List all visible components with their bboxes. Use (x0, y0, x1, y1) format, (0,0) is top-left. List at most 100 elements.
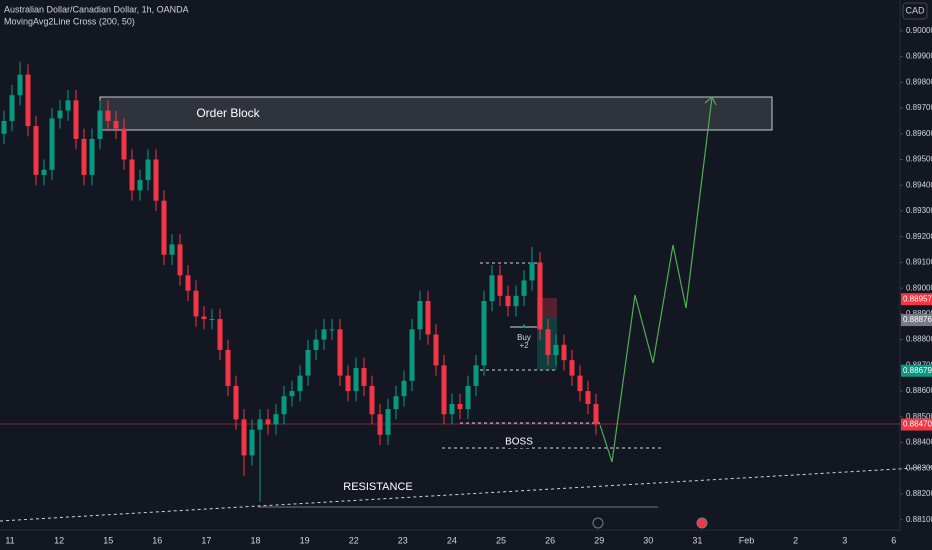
candle-body (537, 262, 543, 330)
price-tag-label: 0.88957 (903, 294, 932, 303)
candle-body (481, 301, 487, 366)
price-tag (901, 418, 932, 431)
label-bg (507, 436, 531, 448)
candle-body (409, 329, 415, 381)
candle-body (561, 344, 567, 361)
candle-body (393, 396, 399, 410)
candle-body (121, 128, 127, 160)
candle-body (217, 319, 223, 350)
buy-arrow (521, 324, 527, 328)
x-tick-label: 16 (152, 535, 162, 545)
projection-path (599, 96, 713, 463)
candle-body (177, 244, 183, 276)
price-tag-label: 0.88470 (903, 420, 932, 429)
candle-body (425, 301, 431, 335)
y-tick-label: 0.90000 (906, 26, 932, 35)
candle-body (369, 385, 375, 415)
x-tick-label: 19 (300, 535, 310, 545)
candle-body (593, 403, 599, 425)
boss-label: BOSS (505, 437, 533, 448)
candle-body (353, 367, 359, 392)
indicator-label: MovingAvg2Line Cross (200, 50) (4, 16, 135, 26)
x-tick-label: 25 (496, 535, 506, 545)
candle-body (553, 344, 559, 356)
event-icon[interactable] (592, 517, 604, 529)
x-tick-label: 23 (398, 535, 408, 545)
candle-body (505, 295, 511, 307)
candle-body (273, 414, 279, 425)
candle-body (161, 200, 167, 255)
candle-body (489, 275, 495, 302)
candle-body (433, 334, 439, 366)
price-tag-label: 0.88679 (903, 366, 932, 375)
x-tick-label: 6 (891, 535, 896, 545)
x-tick-label: 30 (643, 535, 653, 545)
plot (0, 61, 932, 522)
x-tick-label: 22 (349, 535, 359, 545)
candle-body (169, 244, 175, 255)
candle-body (185, 275, 191, 291)
x-tick-label: 29 (594, 535, 604, 545)
candle-body (201, 316, 207, 320)
candle-body (81, 138, 87, 175)
candle-body (249, 429, 255, 456)
candle-body (1, 120, 7, 134)
candle-body (497, 275, 503, 296)
x-tick-label: 26 (545, 535, 555, 545)
price-tag-label: 0.88876 (903, 315, 932, 324)
x-tick-label: 18 (250, 535, 260, 545)
candle-body (129, 159, 135, 191)
candle-body (441, 365, 447, 415)
candle-body (17, 74, 23, 96)
candle-body (329, 329, 335, 331)
buy-qty-label: +2 (519, 341, 529, 350)
candle-body (281, 396, 287, 415)
candle-body (529, 262, 535, 281)
x-tick-label: 31 (692, 535, 702, 545)
candle-body (545, 329, 551, 356)
x-tick-label: Feb (739, 535, 755, 545)
buy-label: Buy (517, 333, 531, 342)
candle-body (321, 329, 327, 340)
label-bg (350, 480, 405, 494)
candle-body (585, 391, 591, 404)
candle-body (577, 375, 583, 392)
x-tick-label: 2 (793, 535, 798, 545)
candle-body (401, 380, 407, 397)
candle-body (209, 319, 215, 321)
candle-body (89, 138, 95, 175)
x-tick-label: 15 (103, 535, 113, 545)
x-tick-label: 24 (447, 535, 457, 545)
candle-body (361, 367, 367, 386)
candle-body (153, 159, 159, 201)
currency-label[interactable]: CAD (905, 5, 925, 15)
x-tick-label: 17 (201, 535, 211, 545)
candle-body (113, 120, 119, 129)
currency-button[interactable] (902, 2, 928, 20)
x-tick-label: 11 (5, 535, 14, 545)
event-icon[interactable] (696, 517, 708, 529)
candle-body (473, 365, 479, 386)
x-tick-label: 12 (54, 535, 64, 545)
candle-body (65, 100, 71, 111)
price-tag (901, 293, 932, 306)
candle-body (385, 409, 391, 435)
candle-body (25, 74, 31, 127)
candle-body (57, 110, 63, 119)
